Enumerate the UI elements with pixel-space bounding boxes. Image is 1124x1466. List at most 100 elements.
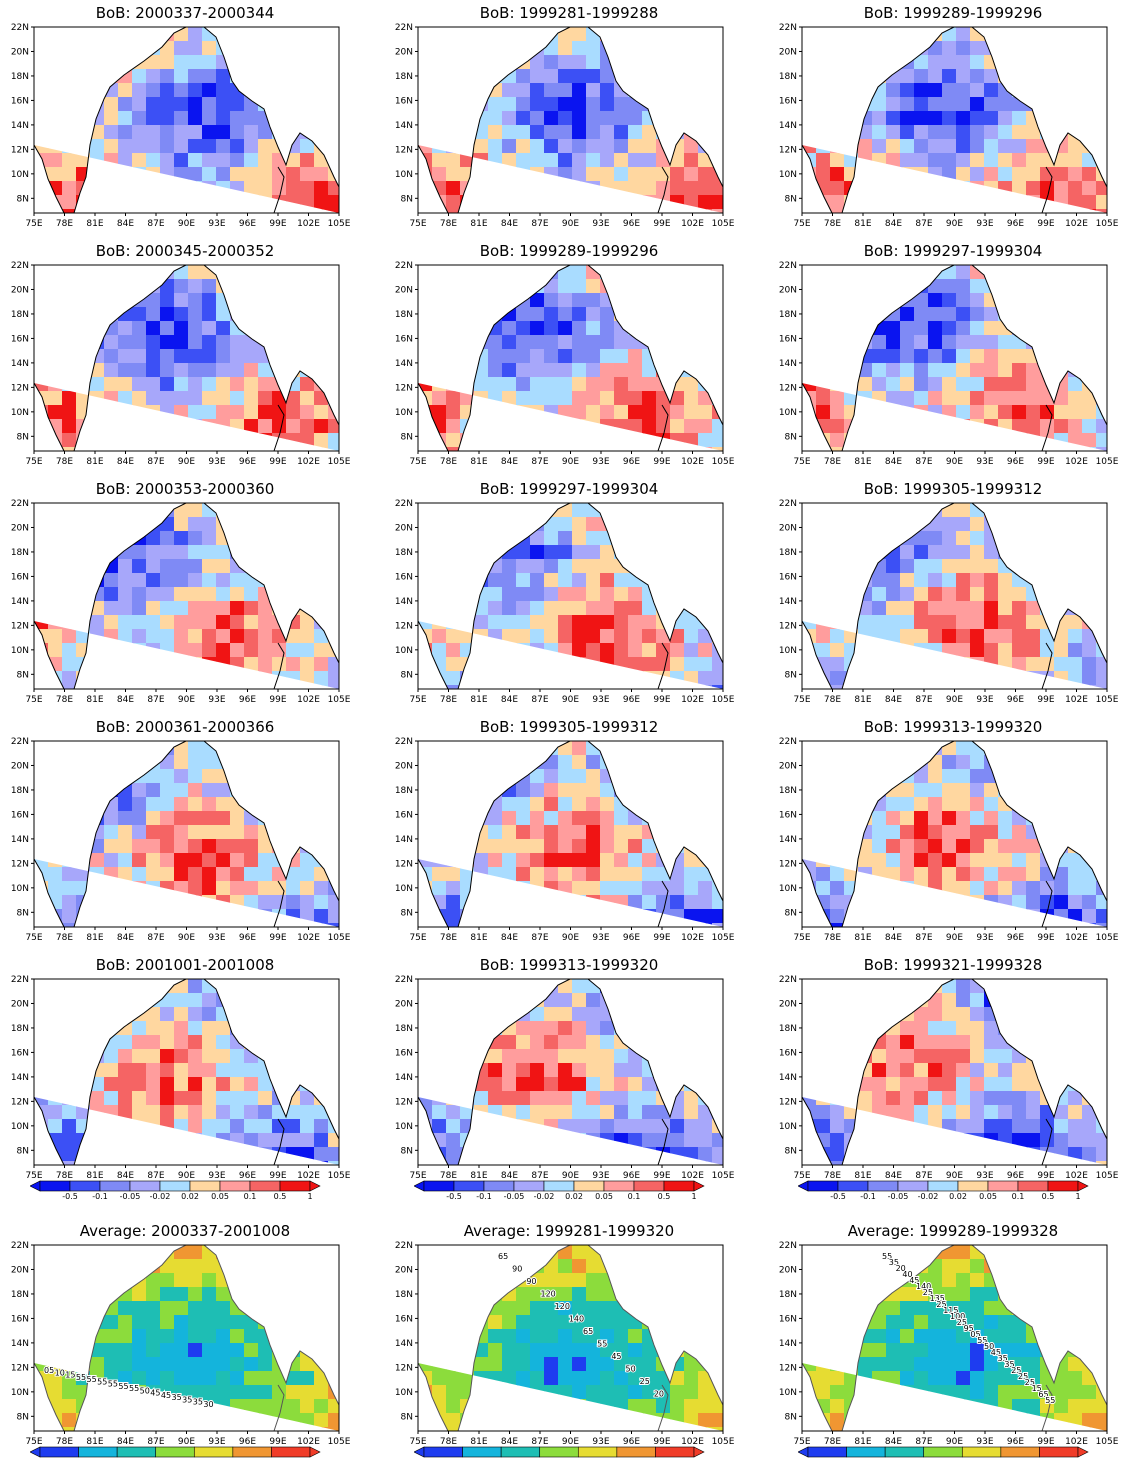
field-cell	[216, 839, 231, 854]
field-cell	[698, 55, 713, 70]
field-cell	[118, 1063, 133, 1078]
field-cell	[216, 615, 231, 630]
lon-tick-label: 96E	[1007, 695, 1024, 705]
field-cell	[600, 1035, 615, 1050]
field-cell	[656, 1063, 671, 1078]
field-cell	[48, 307, 63, 322]
field-cell	[460, 531, 475, 546]
field-cell	[104, 349, 119, 364]
lon-tick-label: 81E	[86, 457, 103, 467]
field-cell	[432, 1021, 447, 1036]
field-cell	[998, 83, 1013, 98]
field-cell	[432, 1091, 447, 1106]
field-cell	[446, 531, 461, 546]
field-cell	[712, 363, 727, 378]
field-cell	[502, 643, 517, 658]
field-cell	[586, 629, 601, 644]
field-cell	[300, 881, 315, 896]
field-cell	[1068, 587, 1083, 602]
field-cell	[586, 363, 601, 378]
field-cell	[160, 909, 175, 924]
field-cell	[914, 377, 929, 392]
field-cell	[174, 783, 189, 798]
field-cell	[502, 657, 517, 672]
field-cell	[446, 601, 461, 616]
field-cell	[1068, 279, 1083, 294]
field-cell	[572, 657, 587, 672]
field-cell	[460, 573, 475, 588]
field-cell	[258, 1035, 273, 1050]
field-cell	[62, 97, 77, 112]
field-cell	[614, 293, 629, 308]
field-cell	[1082, 167, 1097, 182]
field-cell	[460, 1007, 475, 1022]
field-cell	[900, 853, 915, 868]
field-cell	[984, 741, 999, 756]
field-cell	[928, 1021, 943, 1036]
field-cell	[802, 293, 817, 308]
lat-tick-label: 10N	[395, 408, 413, 418]
field-cell	[914, 741, 929, 756]
field-cell	[474, 769, 489, 784]
field-cell	[816, 825, 831, 840]
field-cell	[488, 363, 503, 378]
field-cell	[418, 307, 433, 322]
field-cell	[488, 741, 503, 756]
lat-tick-label: 8N	[401, 908, 413, 918]
field-cell	[684, 321, 699, 336]
field-cell	[586, 1049, 601, 1064]
field-cell	[62, 405, 77, 420]
field-cell	[872, 153, 887, 168]
field-cell	[146, 895, 161, 910]
field-cell	[160, 657, 175, 672]
field-cell	[62, 335, 77, 350]
field-cell	[544, 545, 559, 560]
field-cell	[244, 181, 259, 196]
field-cell	[586, 755, 601, 770]
field-cell	[104, 111, 119, 126]
field-cell	[544, 783, 559, 798]
field-cell	[48, 349, 63, 364]
field-cell	[928, 671, 943, 686]
field-cell	[642, 321, 657, 336]
field-cell	[544, 909, 559, 924]
field-cell	[1082, 363, 1097, 378]
field-cell	[858, 909, 873, 924]
field-cell	[76, 545, 91, 560]
field-cell	[488, 895, 503, 910]
field-cell	[216, 55, 231, 70]
field-cell	[418, 867, 433, 882]
field-cell	[586, 811, 601, 826]
field-cell	[418, 293, 433, 308]
field-cell	[1082, 41, 1097, 56]
field-cell	[600, 825, 615, 840]
field-cell	[62, 83, 77, 98]
field-cell	[600, 139, 615, 154]
field-cell	[816, 769, 831, 784]
field-cell	[202, 41, 217, 56]
field-cell	[998, 825, 1013, 840]
field-cell	[628, 853, 643, 868]
field-cell	[202, 825, 217, 840]
field-cell	[418, 1091, 433, 1106]
field-cell	[684, 391, 699, 406]
field-cell	[712, 797, 727, 812]
field-cell	[544, 839, 559, 854]
field-cell	[900, 405, 915, 420]
field-cell	[146, 573, 161, 588]
field-cell	[816, 839, 831, 854]
field-cell	[62, 755, 77, 770]
field-cell	[286, 783, 301, 798]
field-cell	[600, 1007, 615, 1022]
field-cell	[802, 153, 817, 168]
field-cell	[432, 293, 447, 308]
field-cell	[1012, 83, 1027, 98]
field-cell	[530, 909, 545, 924]
field-cell	[76, 55, 91, 70]
field-cell	[1068, 1007, 1083, 1022]
lat-tick-label: 18N	[779, 310, 797, 320]
field-cell	[984, 797, 999, 812]
field-cell	[1068, 195, 1083, 210]
field-cell	[432, 349, 447, 364]
field-cell	[656, 825, 671, 840]
